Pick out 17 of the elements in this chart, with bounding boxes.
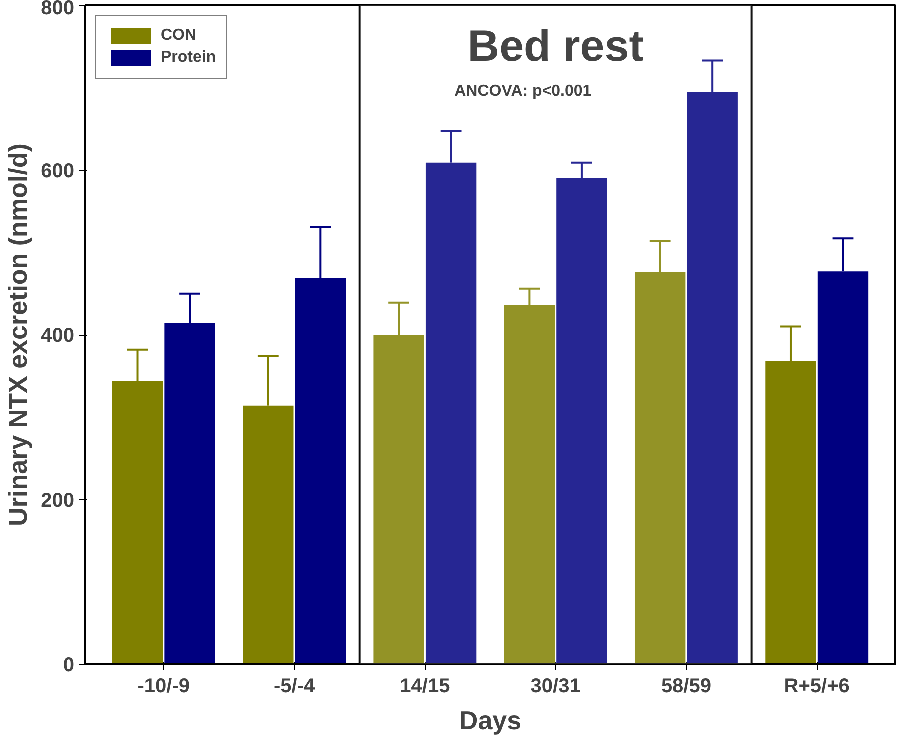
- x-axis-title: Days: [459, 706, 522, 736]
- x-tick-label: 58/59: [661, 676, 712, 698]
- annotation: ANCOVA: p<0.001: [454, 83, 592, 100]
- y-tick-label: 600: [41, 160, 75, 182]
- y-tick-label: 0: [63, 654, 74, 676]
- x-tick-label: R+5/+6: [784, 676, 850, 698]
- band-label: Bed rest: [468, 22, 644, 71]
- y-tick-label: 800: [41, 0, 75, 20]
- y-tick-label: 400: [41, 325, 75, 347]
- y-axis-title: Urinary NTX excretion (nmol/d): [3, 144, 34, 526]
- y-tick-label: 200: [41, 490, 75, 512]
- legend-label: Protein: [161, 49, 216, 67]
- x-tick-label: 30/31: [530, 676, 581, 698]
- x-tick-label: -10/-9: [138, 676, 190, 698]
- x-tick-label: -5/-4: [274, 676, 316, 698]
- legend-label: CON: [161, 27, 197, 45]
- x-tick-label: 14/15: [400, 676, 450, 698]
